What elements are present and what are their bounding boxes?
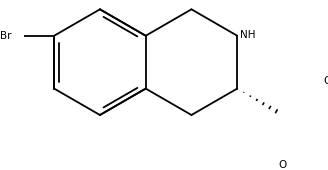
Text: NH: NH — [240, 30, 256, 40]
Text: O: O — [323, 76, 328, 86]
Text: O: O — [279, 160, 287, 170]
Text: Br: Br — [0, 31, 11, 41]
